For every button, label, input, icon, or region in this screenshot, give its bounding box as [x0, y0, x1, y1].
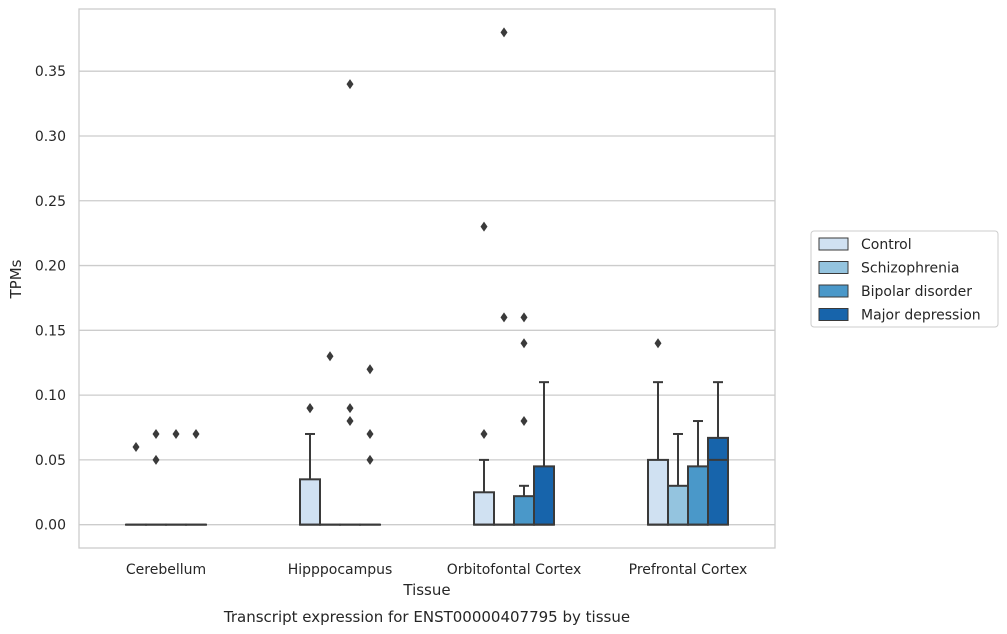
x-tick-label: Prefrontal Cortex — [629, 562, 748, 578]
y-tick-label: 0.00 — [35, 518, 66, 534]
outlier-point — [500, 27, 508, 38]
legend-swatch — [818, 237, 849, 251]
outlier-point — [152, 454, 160, 465]
box-bipolar-disorder-3 — [687, 420, 709, 526]
legend: Control Schizophrenia Bipolar disorder Majo… — [810, 230, 999, 328]
outlier-point — [366, 428, 374, 439]
y-tick-label: 0.15 — [35, 323, 66, 339]
y-tick-label: 0.10 — [35, 388, 66, 404]
box-body — [667, 484, 689, 526]
outlier-point — [346, 416, 354, 427]
y-tick-labels: 0.00 0.05 0.10 0.15 0.20 0.25 0.30 0.35 — [35, 64, 66, 533]
legend-label: Bipolar disorder — [861, 284, 972, 300]
legend-item-bipolar-disorder: Bipolar disorder — [818, 284, 972, 300]
legend-label: Schizophrenia — [861, 261, 959, 277]
box-major-depression-3 — [707, 381, 729, 526]
box-body — [473, 491, 495, 526]
outlier-point — [346, 403, 354, 414]
box-body — [533, 465, 555, 526]
x-tick-label: Orbitofontal Cortex — [447, 562, 582, 578]
legend-item-major-depression: Major depression — [818, 308, 981, 324]
x-tick-label: Cerebellum — [126, 562, 206, 578]
x-axis-label: Tissue — [402, 581, 450, 599]
outlier-point — [152, 428, 160, 439]
legend-swatch — [818, 284, 849, 298]
legend-label: Control — [861, 237, 912, 253]
outlier-point — [192, 428, 200, 439]
boxes — [125, 381, 729, 526]
y-tick-label: 0.05 — [35, 453, 66, 469]
box-major-depression-2 — [533, 381, 555, 526]
outlier-point — [366, 364, 374, 375]
outlier-point — [366, 454, 374, 465]
outlier-point — [654, 338, 662, 349]
outlier-point — [520, 312, 528, 323]
y-axis-label: TPMs — [7, 259, 25, 299]
legend-swatch — [818, 261, 849, 274]
outlier-point — [172, 428, 180, 439]
legend-item-schizophrenia: Schizophrenia — [818, 261, 959, 277]
legend-item-control: Control — [818, 237, 912, 253]
box-body — [647, 458, 669, 526]
outlier-point — [500, 312, 508, 323]
legend-label: Major depression — [861, 308, 981, 324]
chart-title: Transcript expression for ENST0000040779… — [223, 608, 630, 626]
legend-swatch — [818, 308, 849, 321]
outlier-point — [520, 338, 528, 349]
plot-frame — [78, 8, 776, 549]
y-tick-label: 0.20 — [35, 259, 66, 275]
x-tick-labels: Cerebellum Hipppocampus Orbitofontal Corte… — [126, 562, 747, 578]
box-body — [687, 465, 709, 526]
outlier-point — [132, 441, 140, 452]
box-control-1 — [299, 432, 321, 526]
y-tick-label: 0.35 — [35, 64, 66, 80]
outlier-point — [306, 403, 314, 414]
box-control-2 — [473, 458, 495, 526]
box-body — [299, 478, 321, 526]
legend-box — [810, 230, 999, 328]
box-bipolar-disorder-2 — [513, 484, 535, 526]
outlier-point — [326, 351, 334, 362]
y-tick-label: 0.25 — [35, 194, 66, 210]
box-body — [513, 495, 535, 526]
x-tick-label: Hipppocampus — [288, 562, 393, 578]
box-schizophrenia-3 — [667, 432, 689, 526]
outlier-point — [520, 416, 528, 427]
box-control-3 — [647, 381, 669, 526]
fliers — [132, 27, 662, 465]
outlier-point — [346, 79, 354, 90]
y-tick-label: 0.30 — [35, 129, 66, 145]
outlier-point — [480, 428, 488, 439]
outlier-point — [480, 221, 488, 232]
grid-lines — [79, 70, 775, 526]
box-body — [707, 436, 729, 526]
